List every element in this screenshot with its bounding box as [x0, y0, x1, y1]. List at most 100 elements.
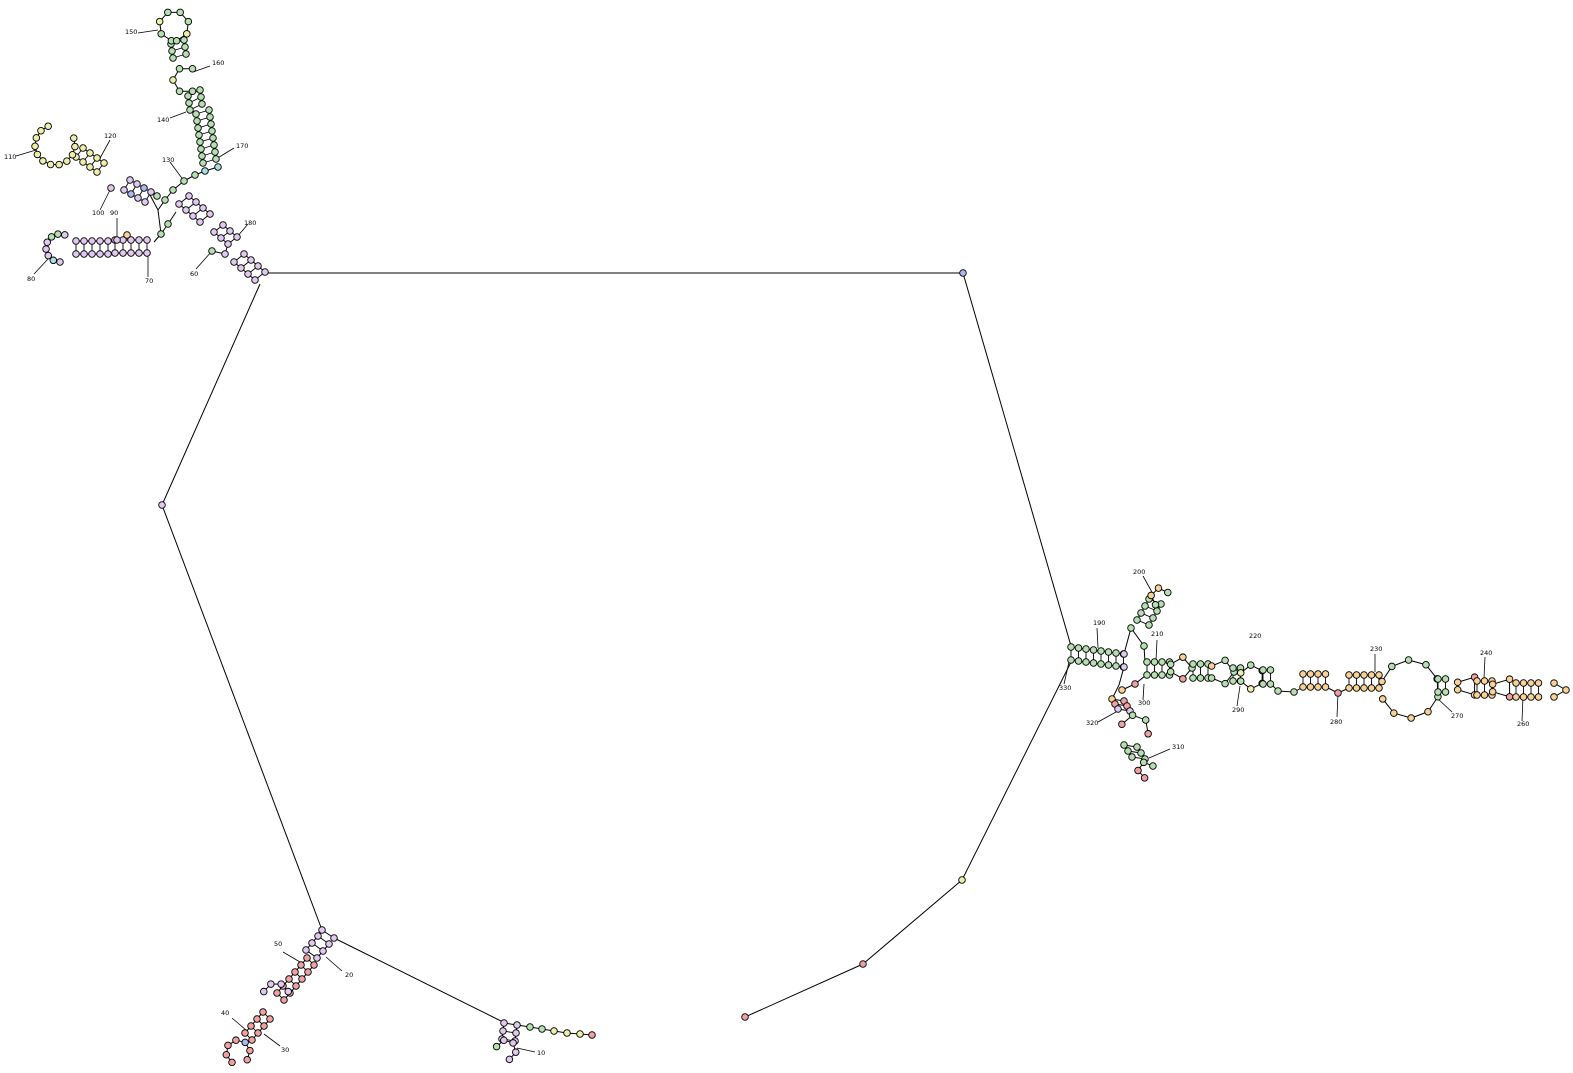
nucleotide-144 [32, 134, 41, 142]
backbone-segment [961, 661, 1072, 881]
backbone-segment [157, 209, 162, 235]
nucleotide-279 [1367, 671, 1376, 679]
nucleotide-139 [55, 160, 63, 169]
nucleotide-85 [221, 250, 229, 258]
nucleotide-62 [251, 276, 259, 284]
nucleotide-86 [164, 220, 172, 228]
nucleotide-102 [88, 237, 96, 245]
nucleotide-159 [194, 124, 202, 132]
position-label-10: 10 [537, 1049, 545, 1057]
backbone-segment [962, 272, 1072, 647]
nucleotide-97 [111, 249, 119, 257]
label-tick [192, 65, 211, 73]
nucleotide-192 [184, 17, 193, 26]
nucleotide-57 [224, 1041, 232, 1050]
nucleotide-196 [1074, 644, 1083, 652]
nucleotide-314 [1512, 679, 1520, 687]
nucleotide-341 [1137, 749, 1145, 757]
nucleotide-10 [576, 1030, 584, 1038]
nucleotide-190 [164, 8, 172, 17]
nucleotide-294 [1390, 709, 1398, 717]
nucleotide-151 [191, 171, 199, 179]
nucleotide-59 [241, 1038, 249, 1047]
nucleotide-8 [550, 1027, 558, 1035]
nucleotide-274 [1321, 683, 1330, 691]
nucleotide-39 [298, 975, 306, 983]
nucleotide-244 [1196, 674, 1205, 682]
nucleotide-299 [1441, 688, 1450, 696]
label-tick [98, 139, 111, 161]
nucleotide-83 [185, 192, 193, 200]
nucleotide-4 [859, 960, 867, 968]
nucleotide-246 [1207, 662, 1216, 670]
nucleotide-104 [72, 237, 80, 245]
nucleotide-15 [513, 1021, 521, 1029]
nucleotide-169 [205, 106, 213, 114]
nucleotide-240 [1189, 660, 1197, 668]
nucleotide-165 [209, 134, 217, 142]
nucleotide-63 [244, 270, 252, 278]
nucleotide-205 [1082, 658, 1090, 666]
position-label-180: 180 [244, 219, 256, 227]
nucleotide-204 [1074, 657, 1083, 665]
nucleotide-214 [1137, 609, 1145, 617]
nucleotide-68 [247, 256, 255, 264]
nucleotide-110 [61, 231, 69, 239]
nucleotide-99 [113, 236, 121, 244]
nucleotide-173 [198, 100, 206, 108]
position-label-90: 90 [110, 209, 118, 217]
nucleotide-283 [1360, 684, 1368, 692]
nucleotide-40 [292, 982, 300, 990]
nucleotide-129 [86, 149, 94, 157]
nucleotide-201 [1112, 649, 1120, 657]
nucleotide-95 [127, 249, 135, 257]
nucleotide-108 [80, 250, 88, 258]
nucleotide-231 [1143, 671, 1151, 679]
label-tick [325, 956, 343, 972]
nucleotide-320 [1527, 693, 1535, 701]
nucleotide-255 [1236, 669, 1245, 677]
nucleotide-113 [43, 238, 51, 246]
nucleotide-38 [304, 968, 312, 976]
position-label-layer: 10 20 30 40 50 60 70 80 90 100 110 120 1… [4, 28, 1529, 1057]
nucleotide-298 [1434, 688, 1442, 696]
nucleotide-297 [1441, 675, 1450, 683]
nucleotide-160 [193, 117, 201, 125]
nucleotide-164 [210, 141, 218, 149]
nucleotide-315 [1519, 679, 1528, 687]
nucleotide-176 [188, 87, 197, 96]
nucleotide-82 [192, 198, 200, 206]
nucleotide-170 [186, 106, 194, 114]
nucleotide-75 [219, 221, 227, 229]
nucleotide-241 [1196, 660, 1205, 668]
nucleotide-31 [303, 954, 311, 962]
label-tick [282, 951, 301, 963]
nucleotide-88 [143, 236, 151, 244]
nucleotide-303 [1453, 686, 1462, 694]
nucleotide-148 [153, 192, 161, 200]
nucleotide-296 [1434, 675, 1442, 683]
nucleotide-72 [210, 228, 218, 236]
nucleotide-280 [1375, 671, 1383, 679]
nucleotide-288 [1404, 656, 1413, 664]
nucleotide-326 [1118, 686, 1126, 694]
nucleotide-172 [184, 92, 192, 100]
nucleotide-96 [119, 249, 127, 257]
nucleotide-29 [319, 947, 327, 955]
nucleotide-130 [79, 144, 87, 152]
nucleotide-layer [31, 8, 1570, 1067]
nucleotide-260 [1236, 677, 1245, 685]
nucleotide-52 [260, 1022, 268, 1030]
nucleotide-56 [222, 1051, 231, 1059]
nucleotide-224 [1164, 588, 1172, 597]
nucleotide-119 [133, 180, 141, 188]
nucleotide-167 [207, 120, 215, 128]
backbone-segment [161, 504, 323, 931]
nucleotide-305 [1480, 677, 1489, 685]
nucleotide-181 [169, 54, 177, 62]
nucleotide-133 [79, 158, 87, 166]
nucleotide-278 [1360, 671, 1368, 679]
nucleotide-287 [1388, 662, 1396, 671]
nucleotide-312 [1505, 693, 1514, 701]
